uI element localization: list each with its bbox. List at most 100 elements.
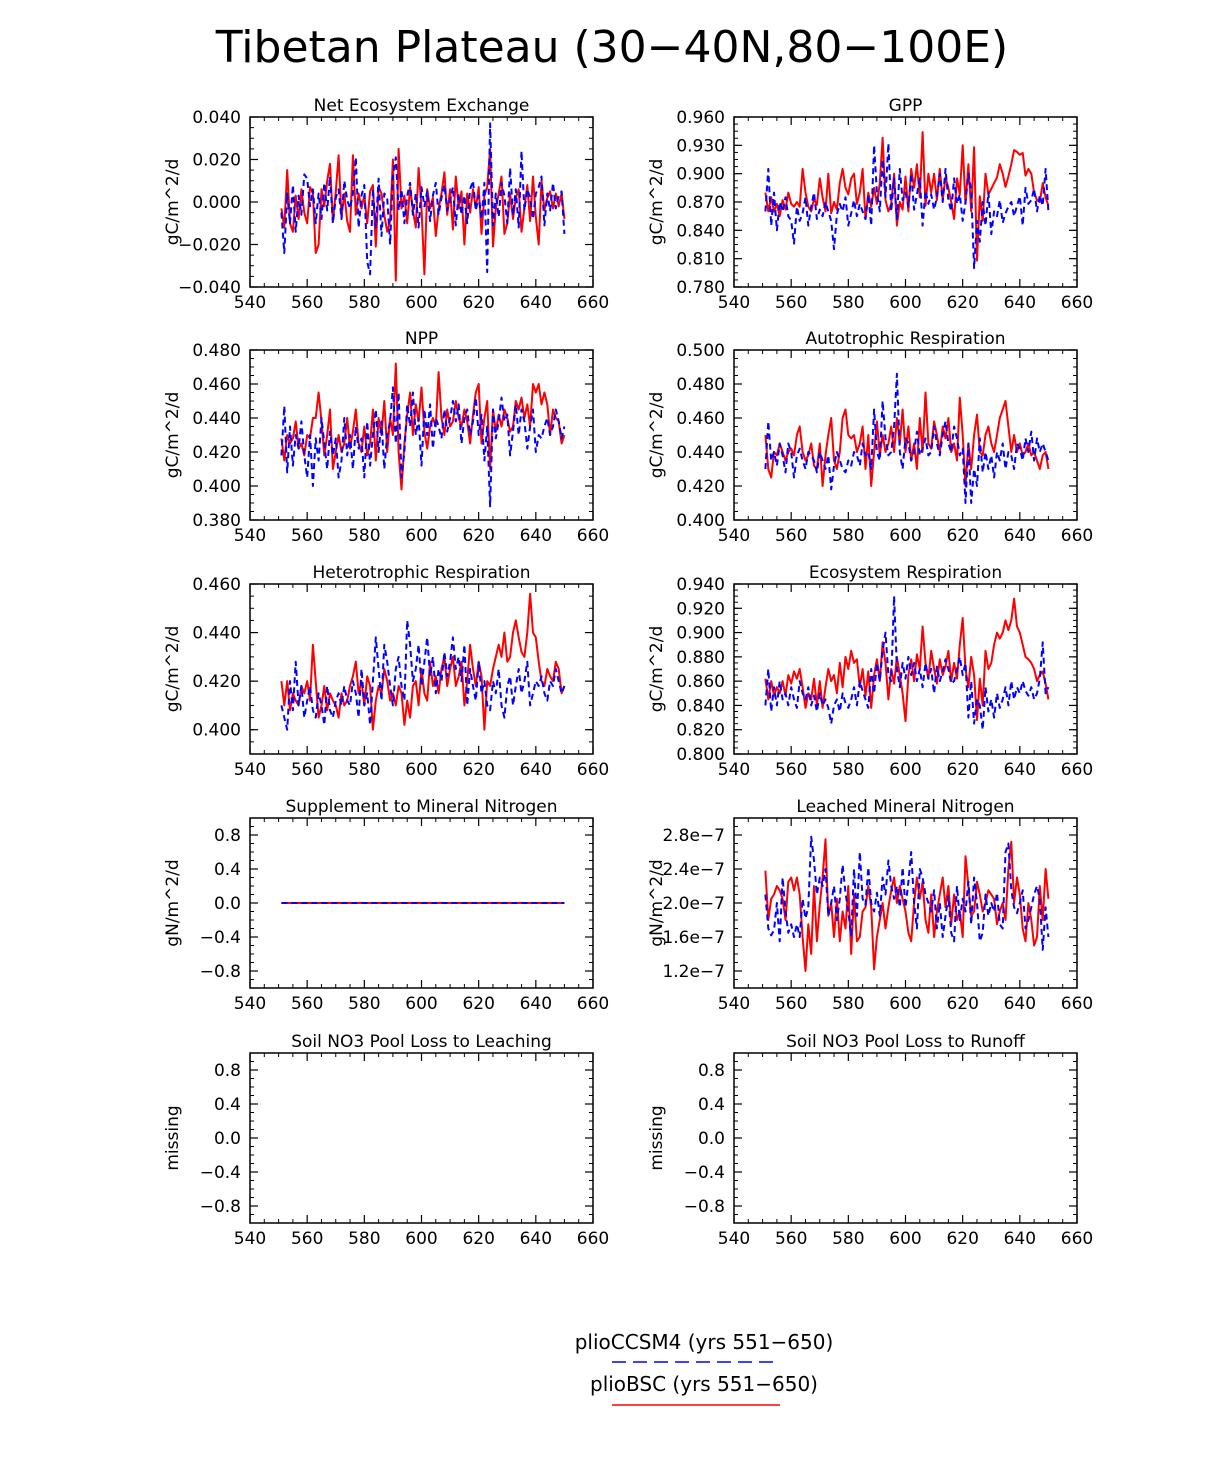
x-tick-label: 640 <box>520 994 552 1014</box>
panel-title: GPP <box>889 96 923 116</box>
series-line-pliobsc <box>280 362 566 491</box>
y-tick-label: 2.8e−7 <box>662 826 725 846</box>
panel-soil-no3-pool-loss-to-runoff: Soil NO3 Pool Loss to Runoff 540 560 580 600… <box>647 1032 1093 1249</box>
series-line-plioccsm4 <box>764 835 1050 951</box>
panel-title: Soil NO3 Pool Loss to Leaching <box>291 1032 552 1052</box>
y-tick-label: 0.460 <box>192 375 241 395</box>
y-tick-label: 0.4 <box>698 1095 725 1115</box>
series-line-plioccsm4 <box>764 372 1050 504</box>
x-tick-label: 600 <box>889 293 921 313</box>
y-tick-label: 0.480 <box>192 341 241 361</box>
y-axis-label: missing <box>647 1105 667 1170</box>
panel-ecosystem-respiration: Ecosystem Respiration 540 560 580 600 620 640 6… <box>647 563 1093 780</box>
x-tick-label: 660 <box>577 994 609 1014</box>
y-tick-label: 0.840 <box>676 696 725 716</box>
x-tick-label: 640 <box>520 526 552 546</box>
x-tick-label: 540 <box>234 1229 266 1249</box>
legend-label-pliocesm4: plioCCSM4 (yrs 551−650) <box>575 1330 834 1354</box>
plot-frame <box>733 1052 1078 1224</box>
panel-title: Heterotrophic Respiration <box>313 563 531 583</box>
panel-title: Autotrophic Respiration <box>805 329 1005 349</box>
y-tick-label: 0.4 <box>214 1095 241 1115</box>
x-tick-label: 600 <box>889 1229 921 1249</box>
y-tick-label: 0.920 <box>676 599 725 619</box>
y-tick-label: −0.8 <box>200 1197 241 1217</box>
y-tick-label: 0.420 <box>676 477 725 497</box>
panel-soil-no3-pool-loss-to-leaching: Soil NO3 Pool Loss to Leaching 540 560 580 6… <box>163 1032 609 1249</box>
y-tick-label: 0.400 <box>192 477 241 497</box>
panel-npp: NPP 540 560 580 600 620 640 660 0.380 0.400 0.420 0… <box>163 329 609 546</box>
y-tick-label: −0.020 <box>178 236 241 256</box>
x-tick-label: 580 <box>348 293 380 313</box>
x-tick-label: 600 <box>889 994 921 1014</box>
y-tick-label: 0.380 <box>192 511 241 531</box>
y-tick-label: 0.000 <box>192 193 241 213</box>
x-tick-label: 620 <box>462 1229 494 1249</box>
x-tick-label: 640 <box>520 1229 552 1249</box>
y-axis-label: gN/m^2/d <box>163 859 183 946</box>
x-tick-label: 540 <box>234 293 266 313</box>
x-tick-label: 620 <box>462 994 494 1014</box>
x-tick-label: 600 <box>405 994 437 1014</box>
x-tick-label: 540 <box>718 1229 750 1249</box>
x-tick-label: 660 <box>1061 293 1093 313</box>
y-tick-label: 0.480 <box>676 375 725 395</box>
x-tick-label: 660 <box>577 760 609 780</box>
y-tick-label: 0.860 <box>676 672 725 692</box>
y-axis-label: gN/m^2/d <box>647 859 667 946</box>
x-tick-label: 640 <box>1004 293 1036 313</box>
x-tick-label: 660 <box>1061 994 1093 1014</box>
panel-title: Ecosystem Respiration <box>809 563 1002 583</box>
panel-autotrophic-respiration: Autotrophic Respiration 540 560 580 600 620 64… <box>647 329 1093 546</box>
series-line-pliobsc <box>280 592 566 731</box>
panel-title: NPP <box>405 329 438 349</box>
x-tick-label: 660 <box>1061 760 1093 780</box>
x-tick-label: 580 <box>832 994 864 1014</box>
x-tick-label: 580 <box>348 526 380 546</box>
y-axis-label: gC/m^2/d <box>647 159 667 246</box>
x-tick-label: 620 <box>946 526 978 546</box>
y-axis-label: gC/m^2/d <box>647 392 667 479</box>
y-tick-label: 2.4e−7 <box>662 860 725 880</box>
y-tick-label: 0.400 <box>192 721 241 741</box>
y-tick-label: 0.460 <box>676 409 725 429</box>
y-tick-label: 1.2e−7 <box>662 962 725 982</box>
panel-gpp: GPP 540 560 580 600 620 640 660 0.780 0.810 0.840 0… <box>647 96 1093 313</box>
y-axis-label: gC/m^2/d <box>163 626 183 713</box>
x-tick-label: 640 <box>520 293 552 313</box>
legend: plioCCSM4 (yrs 551−650) plioBSC (yrs 551… <box>575 1330 834 1406</box>
y-tick-label: 0.840 <box>676 221 725 241</box>
y-tick-label: 0.930 <box>676 136 725 156</box>
y-tick-label: 0.0 <box>698 1129 725 1149</box>
y-tick-label: 0.900 <box>676 165 725 185</box>
series-line-plioccsm4 <box>764 142 1050 270</box>
y-tick-label: 0.420 <box>192 443 241 463</box>
x-tick-label: 660 <box>577 293 609 313</box>
x-tick-label: 580 <box>348 994 380 1014</box>
x-tick-label: 560 <box>291 994 323 1014</box>
x-tick-label: 540 <box>718 526 750 546</box>
panel-heterotrophic-respiration: Heterotrophic Respiration 540 560 580 600 620… <box>163 563 609 780</box>
y-tick-label: 0.8 <box>698 1061 725 1081</box>
x-tick-label: 560 <box>775 994 807 1014</box>
y-tick-label: 0.460 <box>192 575 241 595</box>
y-tick-label: 0.0 <box>214 1129 241 1149</box>
y-tick-label: 0.780 <box>676 278 725 298</box>
y-tick-label: 1.6e−7 <box>662 928 725 948</box>
x-tick-label: 540 <box>718 293 750 313</box>
series-line-pliobsc <box>764 131 1050 262</box>
x-tick-label: 620 <box>946 994 978 1014</box>
plot-frame <box>249 1052 594 1224</box>
y-tick-label: 0.400 <box>676 511 725 531</box>
y-axis-label: missing <box>163 1105 183 1170</box>
y-tick-label: 0.810 <box>676 250 725 270</box>
y-tick-label: 0.440 <box>676 443 725 463</box>
series-line-pliobsc <box>280 147 566 282</box>
series-line-plioccsm4 <box>764 595 1050 731</box>
x-tick-label: 540 <box>718 760 750 780</box>
x-tick-label: 560 <box>291 526 323 546</box>
x-tick-label: 620 <box>462 760 494 780</box>
x-tick-label: 540 <box>234 526 266 546</box>
y-tick-label: −0.4 <box>200 928 241 948</box>
